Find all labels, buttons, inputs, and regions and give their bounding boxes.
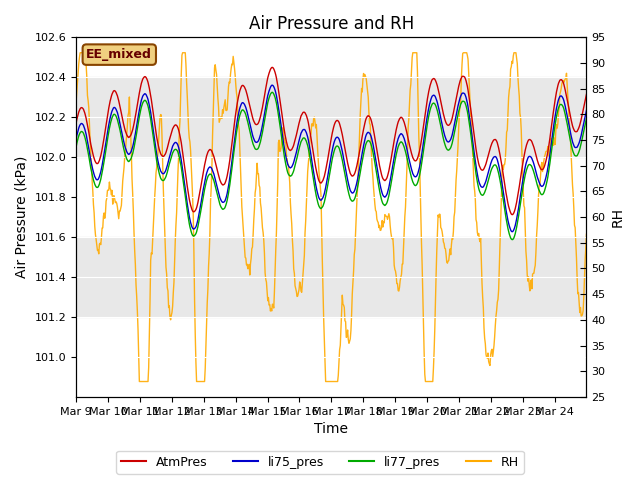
Bar <box>76 237 586 317</box>
Y-axis label: Air Pressure (kPa): Air Pressure (kPa) <box>15 156 29 278</box>
Y-axis label: RH: RH <box>611 207 625 227</box>
Title: Air Pressure and RH: Air Pressure and RH <box>249 15 414 33</box>
Bar <box>76 77 586 157</box>
X-axis label: Time: Time <box>314 422 348 436</box>
Text: EE_mixed: EE_mixed <box>86 48 152 61</box>
Legend: AtmPres, li75_pres, li77_pres, RH: AtmPres, li75_pres, li77_pres, RH <box>116 451 524 474</box>
